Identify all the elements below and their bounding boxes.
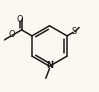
Text: N: N [46, 61, 53, 70]
Text: O: O [17, 15, 23, 24]
Text: O: O [9, 30, 16, 39]
Text: S: S [72, 27, 77, 36]
Text: ⁺: ⁺ [50, 61, 54, 67]
